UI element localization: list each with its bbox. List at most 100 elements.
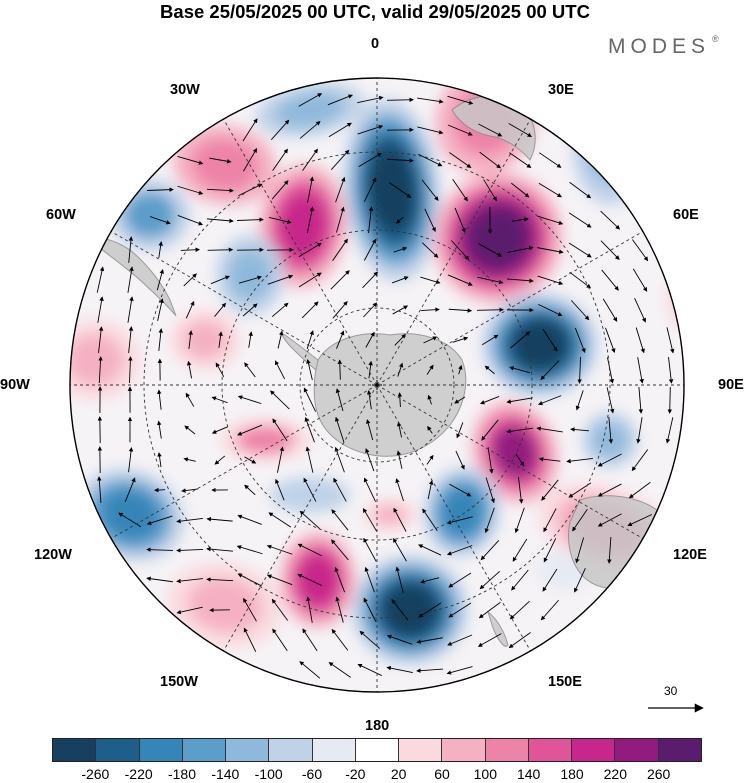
wind-vector-arrow [306, 359, 313, 381]
wind-vector-arrow [602, 298, 618, 322]
lon-label-90e: 90E [718, 377, 744, 393]
wind-vector-arrow [176, 548, 204, 553]
colorbar-swatch [312, 739, 356, 761]
wind-vector-arrow [206, 546, 233, 552]
reference-vector-arrow [648, 703, 704, 713]
anomaly-contour [182, 320, 228, 360]
wind-vector-arrow [417, 126, 444, 135]
wind-vector-arrow [331, 539, 349, 561]
wind-vector-arrow [518, 477, 524, 504]
wind-vector-arrow [156, 269, 164, 291]
wind-vector-arrow [98, 326, 104, 353]
map-border [69, 77, 685, 693]
wind-vector-arrow [666, 327, 675, 354]
wind-vector-arrow [186, 360, 193, 379]
anomaly-contour [275, 92, 345, 128]
wind-vector-arrow [368, 360, 373, 379]
colorbar-tick-label: -20 [345, 766, 366, 782]
wind-vector-arrow [510, 331, 531, 349]
wind-vector-arrow [391, 599, 409, 621]
wind-vector-arrow [476, 307, 504, 313]
wind-vector-arrow [146, 576, 173, 583]
wind-vector-arrow [421, 242, 439, 258]
wind-vector-arrow [511, 569, 529, 591]
wind-vector-arrow [327, 94, 353, 106]
wind-vector-arrow [577, 356, 582, 384]
wind-vector-arrow [363, 302, 378, 318]
wind-vector-arrow [302, 628, 318, 652]
wind-vector-arrow [608, 417, 614, 444]
wind-vector-arrow [237, 514, 262, 525]
wind-vector-arrow [183, 273, 197, 287]
wind-vector-arrow [302, 148, 318, 171]
wind-vector-arrow [276, 446, 285, 473]
wind-vector-arrow [331, 628, 349, 651]
wind-vector-arrow [446, 516, 473, 525]
wind-vector-arrow [299, 120, 321, 139]
wind-vector-arrow [569, 181, 592, 199]
wind-vector-arrow [214, 455, 226, 465]
wind-vector-arrow [124, 477, 136, 502]
wind-vector-arrow [597, 453, 622, 467]
colorbar-swatch [53, 739, 97, 761]
wind-vector-arrow [237, 424, 263, 436]
wind-vector-arrow [358, 152, 382, 167]
colorbar-swatch [615, 739, 659, 761]
wind-vector-arrow [146, 187, 174, 192]
wind-vector-arrow [271, 302, 289, 318]
anomaly-contour [468, 207, 528, 269]
wind-vector-arrow [236, 217, 264, 222]
wind-vector-arrow [597, 483, 622, 497]
anomaly-contour [572, 85, 648, 205]
wind-vector-arrow [638, 387, 644, 414]
wind-vector-arrow [456, 422, 464, 439]
wind-vector-arrow [569, 271, 592, 289]
wind-vector-arrow [628, 481, 651, 499]
wind-vector-arrow [421, 179, 439, 201]
wind-vector-arrow [97, 296, 104, 323]
wind-vector-arrow [334, 566, 346, 593]
wind-vector-arrow [181, 488, 199, 493]
wind-vector-arrow [267, 574, 293, 586]
wind-vector-arrow [271, 180, 289, 200]
wind-vector-arrow [541, 479, 559, 501]
wind-vector-arrow [427, 394, 432, 405]
anomaly-contour [236, 425, 294, 455]
wind-vector-arrow [447, 124, 473, 136]
wind-vector-arrow [362, 271, 379, 289]
wind-vector-arrow [537, 247, 564, 254]
wind-vector-arrow [446, 545, 473, 556]
wind-vector-arrow [303, 387, 317, 412]
wind-vector-arrow [386, 634, 413, 645]
wind-vector-arrow [274, 360, 285, 380]
wind-vector-arrow [154, 487, 166, 493]
wind-vector-arrow [448, 572, 472, 588]
wind-vector-arrow [538, 457, 561, 462]
anomaly-field [70, 78, 684, 692]
wind-vector-arrow [357, 663, 382, 676]
wind-vector-arrow [98, 356, 103, 384]
wind-vector-arrow [301, 301, 319, 319]
lon-label-180: 180 [365, 718, 390, 734]
wind-vector-arrow [146, 515, 173, 526]
wind-vector-arrow [506, 427, 533, 434]
wind-vector-arrow [357, 124, 384, 135]
colorbar-swatch [355, 739, 400, 761]
wind-vector-arrow [636, 417, 643, 444]
wind-vector-arrow [270, 119, 290, 140]
wind-vector-arrow [508, 123, 533, 137]
wind-vector-arrow [333, 477, 347, 502]
wind-vector-arrow [479, 571, 501, 590]
wind-vector-arrow [268, 217, 292, 224]
wind-vector-arrow [215, 362, 225, 378]
wind-vector-arrow [607, 536, 612, 564]
wind-vector-arrow [509, 366, 531, 374]
wind-vector-arrow [297, 573, 322, 586]
wind-vector-arrow [418, 153, 443, 167]
wind-vector-arrow [366, 389, 372, 410]
lon-label-120e: 120E [673, 547, 707, 563]
colorbar-swatch [658, 739, 701, 761]
wind-vector-arrow [364, 566, 375, 593]
wind-vector-arrow [146, 547, 174, 552]
wind-vector-arrow [266, 544, 293, 555]
